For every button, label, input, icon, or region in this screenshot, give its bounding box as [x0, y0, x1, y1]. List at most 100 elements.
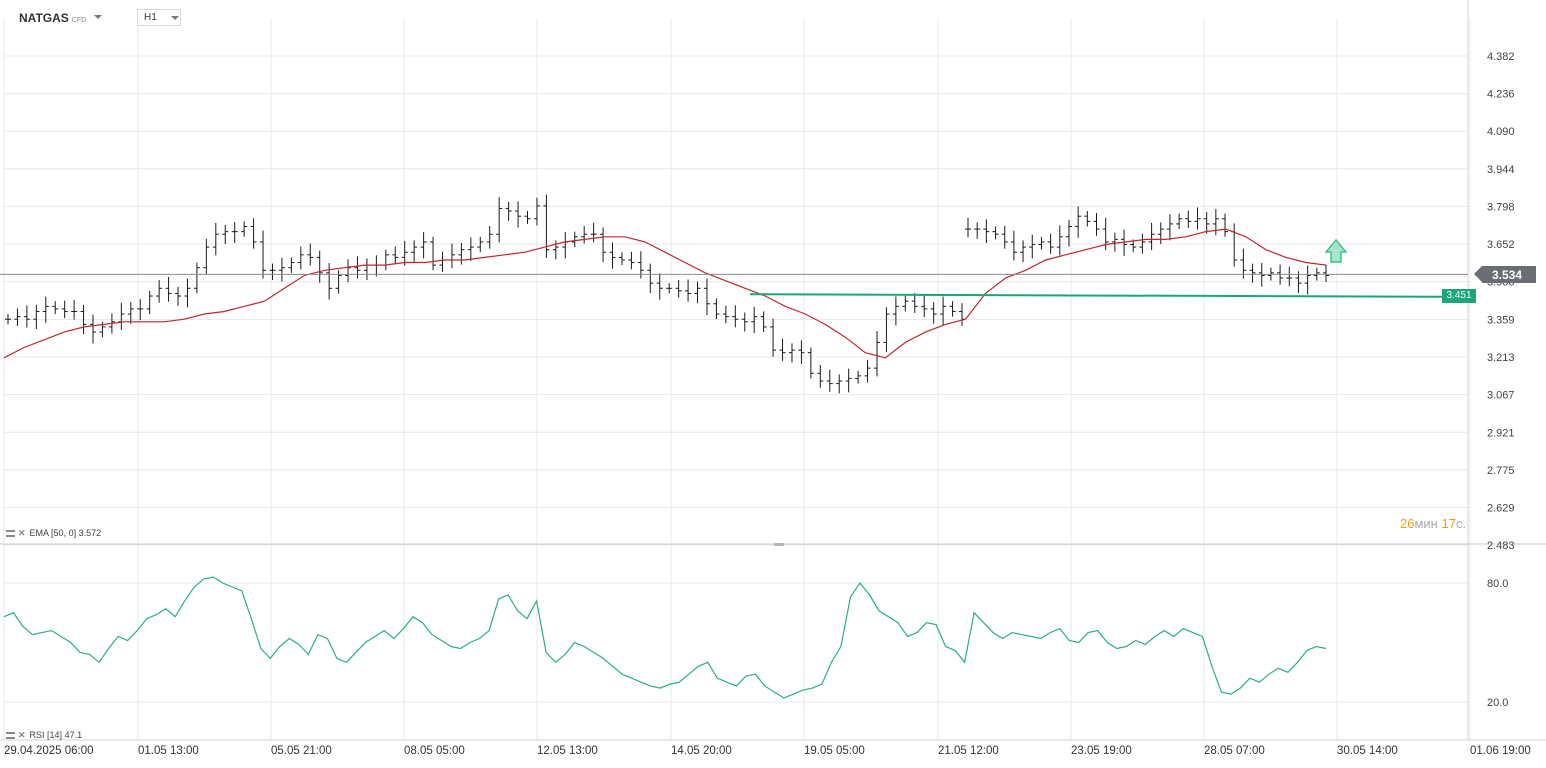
price-bar — [269, 263, 276, 281]
settings-icon[interactable] — [6, 732, 15, 739]
price-bar — [751, 306, 758, 334]
symbol-selector[interactable]: NATGAS CFD — [19, 11, 86, 25]
x-tick-label: 12.05 13:00 — [537, 745, 598, 757]
price-bar — [949, 301, 956, 317]
y-tick-label: 2.775 — [1487, 465, 1515, 477]
price-bar — [61, 300, 68, 319]
price-bar — [127, 302, 134, 324]
price-bar — [855, 370, 862, 384]
price-bar — [1038, 236, 1045, 250]
x-tick-label: 14.05 20:00 — [671, 745, 732, 757]
price-bar — [1304, 265, 1311, 295]
price-bar — [430, 236, 437, 271]
timeframe-dropdown-icon — [171, 16, 179, 20]
y-tick-label: 2.629 — [1487, 502, 1515, 514]
price-bar — [965, 217, 971, 238]
price-bar — [873, 331, 880, 377]
price-bar — [685, 279, 692, 302]
x-tick-label: 05.05 21:00 — [271, 745, 332, 757]
price-bar — [1020, 240, 1027, 263]
price-bar — [1010, 230, 1017, 261]
price-bar — [250, 218, 257, 249]
price-bar — [1111, 232, 1118, 252]
rsi-y-tick-label: 80.0 — [1487, 578, 1508, 590]
price-bar — [1148, 222, 1155, 251]
price-bar — [656, 273, 663, 300]
price-bar — [703, 278, 710, 316]
close-icon[interactable]: ✕ — [18, 730, 26, 740]
x-tick-label: 01.05 13:00 — [138, 745, 199, 757]
up-arrow-icon — [1324, 238, 1348, 263]
price-bar — [1295, 271, 1302, 293]
price-bar — [231, 221, 238, 243]
price-bar — [1323, 264, 1329, 283]
y-tick-label: 3.798 — [1487, 201, 1515, 213]
price-bar — [940, 296, 947, 326]
price-bar — [1249, 263, 1256, 283]
price-bar — [80, 304, 87, 335]
price-bar — [666, 283, 673, 294]
current-price-tag: 3.534 — [1474, 266, 1536, 283]
price-bar — [533, 197, 540, 226]
price-bar — [1056, 225, 1063, 256]
price-bar — [420, 232, 427, 259]
price-bar — [675, 280, 682, 298]
price-bar — [892, 296, 899, 326]
price-bar — [864, 359, 871, 383]
price-bar — [760, 311, 767, 333]
price-bar — [788, 343, 795, 363]
price-bar — [609, 242, 616, 269]
price-bar — [203, 238, 210, 275]
y-tick-label: 4.236 — [1487, 89, 1515, 101]
price-bar — [52, 301, 59, 315]
x-tick-label: 29.04.2025 06:00 — [4, 745, 94, 757]
price-bar — [14, 308, 21, 326]
price-bar — [1286, 266, 1293, 287]
price-bar — [90, 314, 97, 344]
symbol-dropdown-icon[interactable] — [94, 15, 102, 19]
rsi-indicator-label[interactable]: ✕ RSI [14] 47.1 — [6, 730, 82, 741]
price-bar — [42, 296, 49, 323]
price-bar — [156, 280, 163, 303]
price-bar — [392, 246, 399, 265]
price-bar — [930, 302, 937, 324]
price-bar — [826, 369, 833, 392]
price-bar — [5, 314, 11, 325]
price-bar — [1176, 213, 1183, 230]
level-price-tag[interactable]: 3.451 — [1442, 289, 1476, 303]
price-bar — [1222, 213, 1229, 237]
price-bar — [23, 305, 30, 328]
timeframe-selector[interactable]: H1 — [137, 9, 181, 26]
price-bar — [1240, 248, 1247, 279]
price-bar — [477, 236, 484, 253]
price-bar — [798, 340, 805, 365]
price-bar — [297, 246, 304, 270]
close-icon[interactable]: ✕ — [18, 528, 26, 538]
y-tick-label: 3.944 — [1487, 164, 1515, 176]
price-bar — [628, 251, 635, 270]
pane-resize-handle[interactable] — [774, 543, 784, 546]
price-bar — [241, 221, 248, 237]
price-bar — [581, 225, 588, 244]
price-bar — [401, 240, 408, 266]
y-tick-label: 4.382 — [1487, 51, 1515, 63]
price-bar — [184, 278, 191, 308]
price-bar — [137, 299, 144, 321]
price-bar — [316, 250, 323, 283]
ema-indicator-label[interactable]: ✕ EMA [50, 0] 3.572 — [6, 528, 101, 539]
price-bar — [836, 374, 843, 394]
price-bar — [515, 201, 522, 228]
y-tick-label: 2.483 — [1487, 540, 1515, 552]
support-level-line[interactable] — [749, 293, 1443, 298]
price-bar — [288, 257, 295, 273]
price-bar — [543, 194, 550, 258]
y-tick-label: 3.213 — [1487, 352, 1515, 364]
price-bar — [741, 312, 748, 332]
price-bar — [770, 318, 777, 357]
price-bar — [817, 365, 824, 388]
price-bar — [165, 276, 172, 302]
settings-icon[interactable] — [6, 530, 15, 537]
x-tick-label: 28.05 07:00 — [1204, 745, 1265, 757]
x-tick-label: 21.05 12:00 — [938, 745, 999, 757]
